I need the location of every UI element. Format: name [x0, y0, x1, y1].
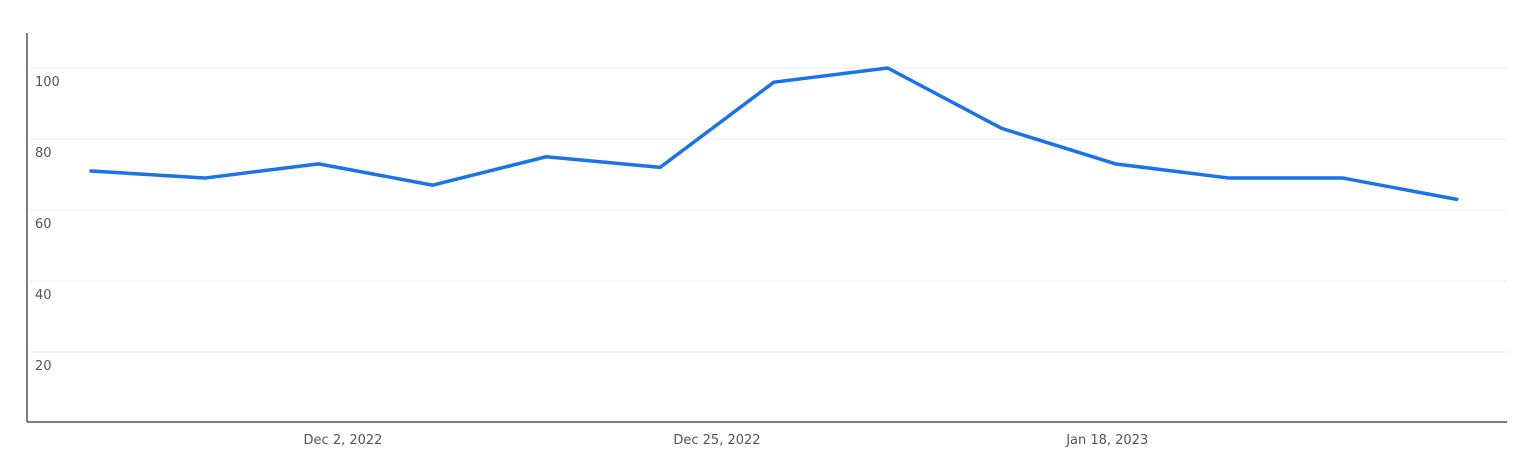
data-point[interactable] — [1455, 197, 1459, 201]
data-point[interactable] — [772, 80, 776, 84]
data-point[interactable] — [89, 169, 93, 173]
data-point[interactable] — [430, 183, 434, 187]
data-point[interactable] — [544, 155, 548, 159]
x-tick-label: Jan 18, 2023 — [1065, 433, 1148, 448]
data-point[interactable] — [1000, 126, 1004, 130]
y-tick-label: 80 — [35, 146, 52, 161]
data-point[interactable] — [317, 162, 321, 166]
x-tick-label: Dec 25, 2022 — [673, 433, 760, 448]
y-tick-label: 40 — [35, 288, 52, 303]
data-point[interactable] — [1341, 176, 1345, 180]
y-axis-ticks: 20 40 60 80 100 — [35, 75, 60, 374]
gridlines — [30, 67, 1507, 353]
data-point[interactable] — [886, 66, 890, 70]
series-line — [89, 66, 1459, 202]
series-group — [89, 66, 1459, 202]
data-point[interactable] — [1227, 176, 1231, 180]
y-tick-label: 60 — [35, 217, 52, 232]
data-point[interactable] — [1113, 162, 1117, 166]
data-point[interactable] — [658, 165, 662, 169]
data-point[interactable] — [203, 176, 207, 180]
x-tick-label: Dec 2, 2022 — [304, 433, 383, 448]
y-tick-label: 20 — [35, 359, 52, 374]
y-tick-label: 100 — [35, 75, 60, 90]
x-axis-ticks: Dec 2, 2022 Dec 25, 2022 Jan 18, 2023 — [304, 433, 1149, 448]
